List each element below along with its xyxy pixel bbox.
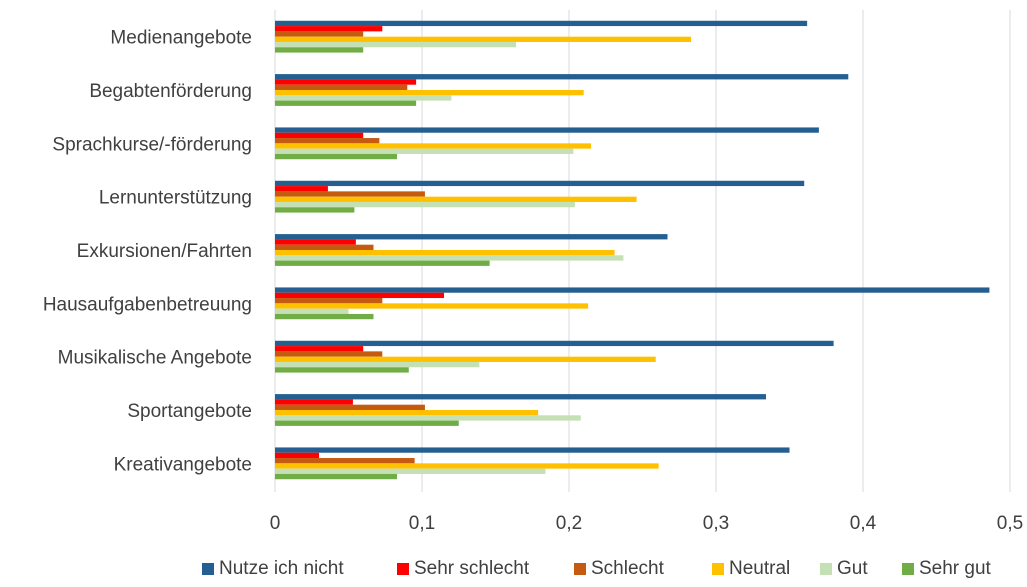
legend-swatch — [902, 563, 914, 575]
bar-neutral-hausaufgabenbetreuung — [275, 303, 589, 309]
bar-nutze-ich-nicht-sportangebote — [275, 394, 766, 400]
legend-item-sehr-schlecht: Sehr schlecht — [397, 558, 530, 579]
bar-sehr-gut-begabtenfoerderung — [275, 100, 417, 106]
bar-gut-sprachkurse-foerderung — [275, 148, 574, 154]
bar-gut-begabtenfoerderung — [275, 95, 452, 101]
category-label: Kreativangebote — [114, 454, 252, 475]
bar-neutral-musikalische-angebote — [275, 356, 656, 362]
category-labels: Medienangebote Begabtenförderung Sprachkur… — [43, 28, 252, 476]
x-tick-label: 0 — [270, 513, 281, 534]
bar-neutral-medienangebote — [275, 36, 692, 42]
legend-swatch — [574, 563, 586, 575]
bar-schlecht-lernunterstuetzung — [275, 191, 425, 197]
bar-neutral-begabtenfoerderung — [275, 90, 584, 96]
bar-neutral-sportangebote — [275, 410, 539, 416]
bar-schlecht-sprachkurse-foerderung — [275, 138, 380, 144]
bar-sehr-schlecht-sprachkurse-foerderung — [275, 132, 364, 139]
bar-gut-kreativangebote — [275, 468, 546, 474]
bar-gut-lernunterstuetzung — [275, 201, 575, 208]
bar-sehr-schlecht-lernunterstuetzung — [275, 186, 328, 192]
x-tick-label: 0,4 — [850, 513, 877, 534]
x-tick-label: 0,5 — [997, 513, 1023, 534]
legend: Nutze ich nicht Sehr schlecht Schlecht Neut… — [202, 558, 992, 579]
legend-label: Schlecht — [591, 558, 665, 579]
bars — [275, 20, 990, 480]
bar-sehr-schlecht-exkursionen-fahrten — [275, 239, 356, 245]
bar-sehr-gut-exkursionen-fahrten — [275, 260, 490, 266]
bar-nutze-ich-nicht-kreativangebote — [275, 447, 790, 453]
bar-gut-sportangebote — [275, 415, 581, 421]
bar-nutze-ich-nicht-lernunterstuetzung — [275, 180, 805, 187]
bar-schlecht-medienangebote — [275, 31, 364, 37]
x-tick-label: 0,3 — [703, 513, 729, 534]
legend-item-sehr-gut: Sehr gut — [902, 558, 992, 579]
legend-label: Nutze ich nicht — [219, 558, 344, 579]
bar-schlecht-sportangebote — [275, 404, 425, 410]
category-label: Sportangebote — [127, 401, 252, 422]
legend-label: Sehr schlecht — [414, 558, 530, 579]
category-label: Musikalische Angebote — [58, 348, 252, 369]
bar-sehr-gut-sportangebote — [275, 420, 459, 426]
bar-neutral-sprachkurse-foerderung — [275, 143, 592, 149]
legend-label: Gut — [837, 558, 868, 579]
bar-neutral-kreativangebote — [275, 463, 659, 469]
legend-swatch — [820, 563, 832, 575]
legend-item-nutze-ich-nicht: Nutze ich nicht — [202, 558, 344, 579]
bar-neutral-exkursionen-fahrten — [275, 250, 615, 256]
bar-sehr-gut-sprachkurse-foerderung — [275, 153, 398, 160]
bar-gut-musikalische-angebote — [275, 361, 480, 368]
bar-sehr-schlecht-medienangebote — [275, 26, 383, 32]
bar-sehr-schlecht-begabtenfoerderung — [275, 79, 417, 85]
bar-sehr-schlecht-kreativangebote — [275, 452, 320, 459]
bar-nutze-ich-nicht-medienangebote — [275, 20, 808, 27]
category-label: Hausaufgabenbetreuung — [43, 294, 252, 315]
bar-neutral-lernunterstuetzung — [275, 196, 637, 202]
bar-sehr-gut-kreativangebote — [275, 473, 398, 480]
legend-label: Neutral — [729, 558, 790, 579]
bar-schlecht-kreativangebote — [275, 458, 415, 464]
bar-sehr-gut-medienangebote — [275, 47, 364, 53]
bar-nutze-ich-nicht-musikalische-angebote — [275, 340, 834, 347]
bar-sehr-schlecht-sportangebote — [275, 399, 353, 405]
bar-sehr-gut-hausaufgabenbetreuung — [275, 313, 374, 320]
legend-swatch — [397, 563, 409, 575]
legend-item-schlecht: Schlecht — [574, 558, 665, 579]
bar-sehr-gut-lernunterstuetzung — [275, 207, 355, 213]
category-label: Sprachkurse/-förderung — [52, 134, 252, 155]
bar-schlecht-begabtenfoerderung — [275, 84, 408, 90]
bar-gut-medienangebote — [275, 41, 517, 48]
bar-schlecht-musikalische-angebote — [275, 351, 383, 357]
x-tick-label: 0,2 — [556, 513, 582, 534]
legend-swatch — [712, 563, 724, 575]
x-tick-label: 0,1 — [409, 513, 435, 534]
category-label: Lernunterstützung — [99, 188, 252, 209]
bar-gut-hausaufgabenbetreuung — [275, 308, 349, 314]
x-tick-labels: 0 0,1 0,2 0,3 0,4 0,5 — [270, 513, 1024, 534]
category-label: Medienangebote — [110, 28, 252, 49]
legend-swatch — [202, 563, 214, 575]
category-label: Begabtenförderung — [89, 81, 252, 102]
bar-gut-exkursionen-fahrten — [275, 255, 624, 261]
legend-label: Sehr gut — [919, 558, 992, 579]
bar-sehr-schlecht-musikalische-angebote — [275, 346, 364, 352]
bar-nutze-ich-nicht-sprachkurse-foerderung — [275, 127, 819, 133]
bar-schlecht-exkursionen-fahrten — [275, 244, 374, 250]
bar-sehr-gut-musikalische-angebote — [275, 367, 409, 373]
bar-nutze-ich-nicht-exkursionen-fahrten — [275, 234, 668, 240]
legend-item-gut: Gut — [820, 558, 868, 579]
bar-nutze-ich-nicht-hausaufgabenbetreuung — [275, 287, 990, 293]
category-label: Exkursionen/Fahrten — [77, 241, 252, 262]
bar-nutze-ich-nicht-begabtenfoerderung — [275, 74, 849, 80]
bar-sehr-schlecht-hausaufgabenbetreuung — [275, 292, 445, 299]
legend-item-neutral: Neutral — [712, 558, 790, 579]
bar-schlecht-hausaufgabenbetreuung — [275, 298, 383, 304]
